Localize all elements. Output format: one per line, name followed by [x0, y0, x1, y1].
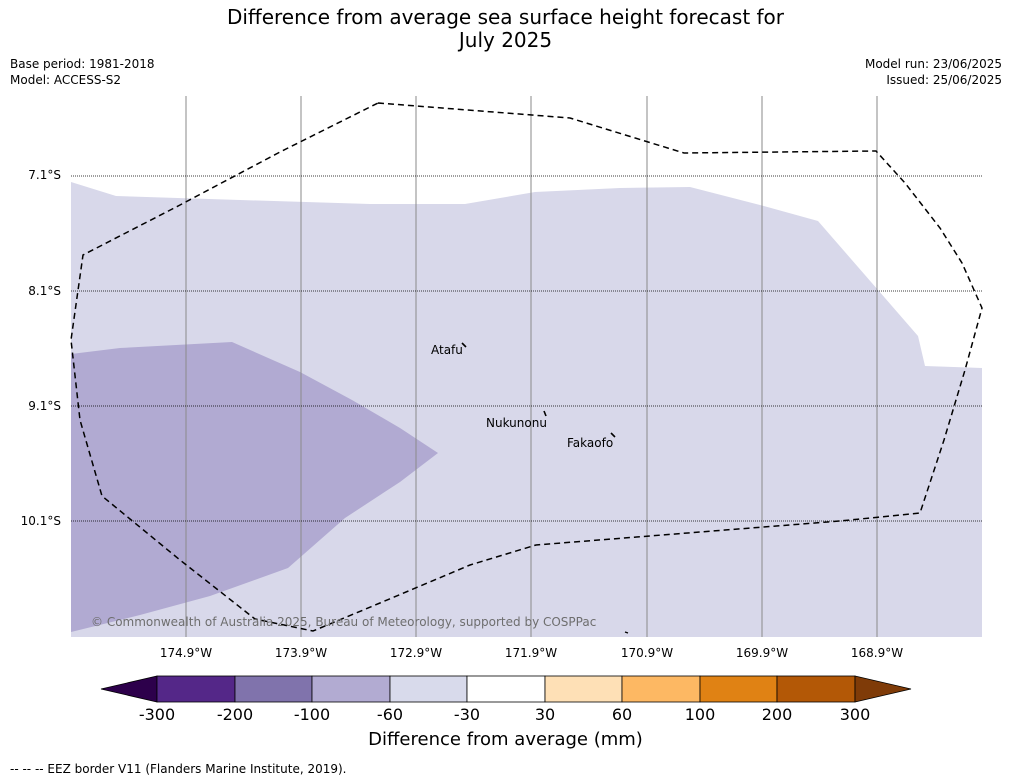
meridian-lines	[185, 96, 878, 637]
lon-label-4: 171.9°W	[504, 646, 558, 660]
colorbar-tick: 30	[534, 705, 556, 724]
anomaly-region-medium	[71, 342, 438, 632]
meta-left: Base period: 1981-2018 Model: ACCESS-S2	[10, 56, 155, 88]
colorbar-below-triangle	[100, 675, 158, 703]
base-period: Base period: 1981-2018	[10, 57, 155, 71]
lon-label-5: 170.9°W	[620, 646, 674, 660]
lat-label-1: 7.1°S	[28, 168, 61, 182]
model-name: Model: ACCESS-S2	[10, 73, 122, 87]
colorbar-tick: -200	[216, 705, 254, 724]
fakaofo-island-mark	[610, 432, 616, 438]
title-line-2: July 2025	[458, 28, 553, 52]
copyright-notice: © Commonwealth of Australia 2025, Bureau…	[91, 615, 596, 629]
place-label-atafu: Atafu	[431, 343, 463, 357]
colorbar-segment	[776, 675, 856, 703]
colorbar-segment	[699, 675, 778, 703]
place-label-fakaofo: Fakaofo	[567, 436, 613, 450]
small-island-mark	[624, 631, 629, 634]
colorbar-tick: -100	[293, 705, 331, 724]
atafu-island-mark	[461, 342, 467, 348]
colorbar-segment	[389, 675, 468, 703]
colorbar-segment	[621, 675, 701, 703]
colorbar-tick: 200	[761, 705, 793, 724]
model-run: Model run: 23/06/2025	[864, 57, 1002, 71]
lat-label-4: 10.1°S	[20, 514, 61, 528]
colorbar-tick: 60	[611, 705, 633, 724]
map-title: Difference from average sea surface heig…	[0, 6, 1011, 52]
nukunonu-island-mark	[543, 410, 547, 417]
lon-label-6: 169.9°W	[735, 646, 789, 660]
colorbar-tick: -300	[138, 705, 176, 724]
colorbar-tick: -30	[453, 705, 481, 724]
lon-label-7: 168.9°W	[850, 646, 904, 660]
colorbar-above-triangle	[854, 675, 912, 703]
lat-label-3: 9.1°S	[28, 399, 61, 413]
lat-label-2: 8.1°S	[28, 284, 61, 298]
colorbar-segment	[156, 675, 236, 703]
colorbar	[100, 675, 912, 703]
eez-border	[70, 102, 983, 632]
meta-right: Model run: 23/06/2025 Issued: 25/06/2025	[865, 56, 1002, 88]
colorbar-segment	[234, 675, 313, 703]
lon-label-3: 172.9°W	[389, 646, 443, 660]
colorbar-tick: 100	[684, 705, 716, 724]
lon-label-2: 173.9°W	[274, 646, 328, 660]
lon-label-1: 174.9°W	[159, 646, 213, 660]
colorbar-segment	[466, 675, 546, 703]
colorbar-tick: -60	[376, 705, 404, 724]
title-line-1: Difference from average sea surface heig…	[226, 5, 785, 29]
colorbar-label: Difference from average (mm)	[368, 729, 643, 750]
eez-footnote: -- -- -- EEZ border V11 (Flanders Marine…	[10, 762, 347, 776]
colorbar-segment	[311, 675, 391, 703]
colorbar-segment	[544, 675, 623, 703]
colorbar-tick: 300	[839, 705, 871, 724]
place-label-nukunonu: Nukunonu	[486, 416, 547, 430]
issued-date: Issued: 25/06/2025	[886, 73, 1002, 87]
